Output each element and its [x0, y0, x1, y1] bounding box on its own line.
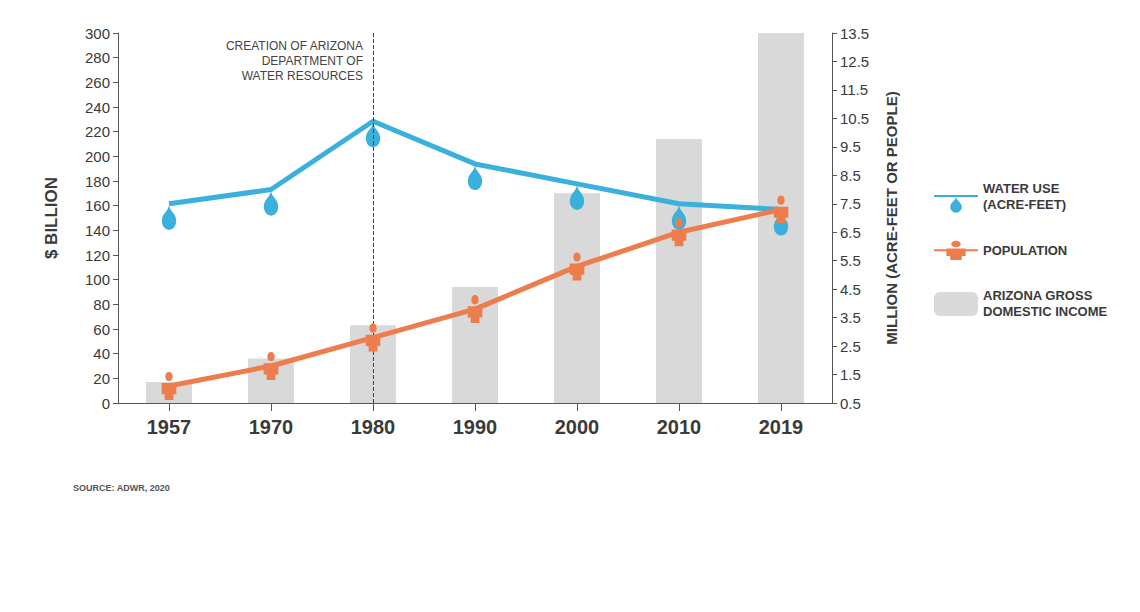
svg-text:2000: 2000 [555, 416, 600, 438]
svg-text:0.5: 0.5 [840, 395, 861, 412]
svg-text:1980: 1980 [351, 416, 396, 438]
svg-text:140: 140 [85, 222, 110, 239]
svg-text:POPULATION: POPULATION [983, 243, 1067, 258]
svg-text:3.5: 3.5 [840, 309, 861, 326]
svg-text:11.5: 11.5 [840, 81, 868, 98]
svg-text:1.5: 1.5 [840, 366, 861, 383]
svg-text:DEPARTMENT OF: DEPARTMENT OF [262, 54, 363, 68]
svg-text:8.5: 8.5 [840, 167, 861, 184]
svg-text:13.5: 13.5 [840, 25, 869, 42]
svg-text:60: 60 [93, 321, 110, 338]
svg-text:(ACRE-FEET): (ACRE-FEET) [983, 197, 1066, 212]
svg-text:$ BILLION: $ BILLION [42, 177, 61, 259]
svg-text:6.5: 6.5 [840, 224, 861, 241]
svg-text:5.5: 5.5 [840, 252, 861, 269]
svg-text:160: 160 [85, 197, 110, 214]
svg-text:12.5: 12.5 [840, 53, 869, 70]
svg-text:9.5: 9.5 [840, 138, 861, 155]
svg-text:1970: 1970 [249, 416, 294, 438]
svg-text:100: 100 [85, 271, 110, 288]
svg-text:120: 120 [85, 247, 110, 264]
svg-text:10.5: 10.5 [840, 110, 869, 127]
svg-text:WATER USE: WATER USE [983, 181, 1063, 196]
svg-text:DOMESTIC INCOME: DOMESTIC INCOME [983, 304, 1108, 319]
svg-text:SOURCE: ADWR, 2020: SOURCE: ADWR, 2020 [73, 483, 170, 493]
svg-text:300: 300 [85, 25, 110, 42]
svg-text:80: 80 [93, 296, 110, 313]
svg-text:4.5: 4.5 [840, 281, 861, 298]
svg-text:2.5: 2.5 [840, 338, 861, 355]
svg-text:20: 20 [93, 370, 110, 387]
svg-text:180: 180 [85, 173, 110, 190]
svg-text:7.5: 7.5 [840, 195, 861, 212]
svg-text:280: 280 [85, 49, 110, 66]
svg-text:260: 260 [85, 74, 110, 91]
svg-text:220: 220 [85, 123, 110, 140]
svg-text:1990: 1990 [453, 416, 498, 438]
svg-text:0: 0 [102, 395, 110, 412]
svg-text:CREATION OF ARIZONA: CREATION OF ARIZONA [226, 39, 363, 53]
svg-text:2010: 2010 [657, 416, 702, 438]
svg-text:ARIZONA GROSS: ARIZONA GROSS [983, 288, 1096, 303]
svg-text:WATER RESOURCES: WATER RESOURCES [242, 69, 363, 83]
svg-text:1957: 1957 [147, 416, 192, 438]
svg-text:MILLION (ACRE-FEET OR PEOPLE): MILLION (ACRE-FEET OR PEOPLE) [883, 91, 900, 344]
svg-text:240: 240 [85, 99, 110, 116]
svg-text:200: 200 [85, 148, 110, 165]
svg-text:2019: 2019 [759, 416, 804, 438]
svg-text:40: 40 [93, 345, 110, 362]
